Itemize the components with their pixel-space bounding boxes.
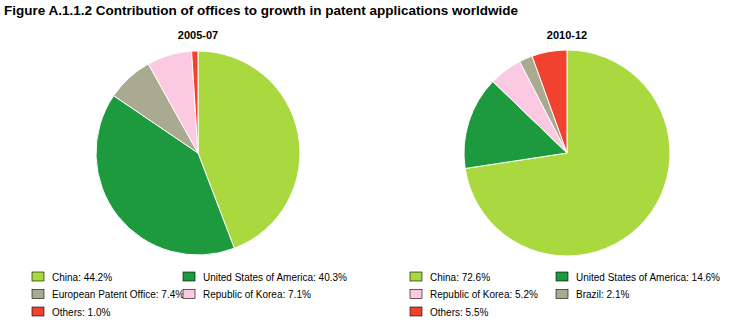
legend-label: Republic of Korea: 5.2% <box>430 289 538 300</box>
legend-swatch <box>410 272 422 281</box>
slices <box>464 50 670 256</box>
legend-label: United States of America: 40.3% <box>203 272 347 283</box>
figure-title: Figure A.1.1.2 Contribution of offices t… <box>4 3 519 18</box>
legend-swatch <box>32 307 44 316</box>
chart-title: 2005-07 <box>178 29 218 41</box>
legend-swatch <box>183 290 195 299</box>
legend: China: 72.6% United States of America: 14… <box>410 272 720 318</box>
legend-label: China: 72.6% <box>430 272 490 283</box>
legend-swatch <box>183 272 195 281</box>
legend-label: Others: 1.0% <box>52 307 110 318</box>
legend-swatch <box>32 290 44 299</box>
legend-label: Brazil: 2.1% <box>576 289 629 300</box>
pie-slice <box>192 51 198 153</box>
legend-label: Republic of Korea: 7.1% <box>203 289 311 300</box>
legend-swatch <box>410 290 422 299</box>
legend-label: United States of America: 14.6% <box>576 272 720 283</box>
legend-label: China: 44.2% <box>52 272 112 283</box>
legend: China: 44.2% United States of America: 40… <box>32 272 347 318</box>
legend-swatch <box>410 307 422 316</box>
pie-chart: 2005-07 China: 44.2% United States of Amer… <box>32 29 347 318</box>
slices <box>96 51 300 255</box>
figure: Figure A.1.1.2 Contribution of offices t… <box>0 0 734 323</box>
pie-slice <box>532 50 567 153</box>
chart-title: 2010-12 <box>547 29 587 41</box>
legend-label: European Patent Office: 7.4% <box>52 289 184 300</box>
pie-slice <box>148 51 198 153</box>
legend-swatch <box>556 290 568 299</box>
legend-swatch <box>32 272 44 281</box>
legend-swatch <box>556 272 568 281</box>
legend-label: Others: 5.5% <box>430 307 488 318</box>
pie-chart: 2010-12 China: 72.6% United States of Amer… <box>410 29 720 318</box>
